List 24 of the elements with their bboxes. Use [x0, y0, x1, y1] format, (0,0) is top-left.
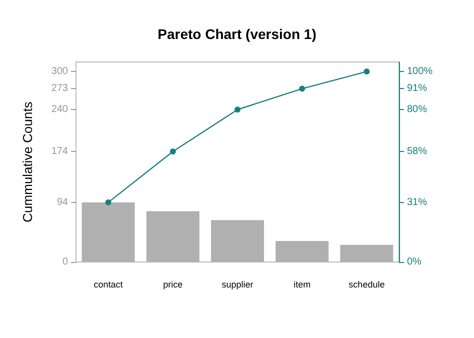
x-tick-label: item — [294, 280, 311, 290]
y2-tick-label: 0% — [407, 256, 422, 268]
point — [170, 148, 176, 155]
y2-tick-label: 58% — [407, 146, 428, 158]
y2-tick-label: 80% — [407, 104, 428, 116]
y-tick-label: 273 — [51, 83, 68, 94]
y2-tick-label: 91% — [407, 83, 428, 94]
y-tick-label: 0 — [62, 256, 68, 268]
x-tick-label: price — [163, 280, 183, 290]
point — [105, 199, 112, 206]
x-tick-label: supplier — [222, 280, 254, 290]
x-tick-label: contact — [94, 280, 124, 290]
y-tick-label: 240 — [51, 104, 68, 116]
point — [299, 86, 306, 92]
chart-title: Pareto Chart (version 1) — [158, 26, 316, 42]
y2-tick-label: 31% — [407, 196, 428, 208]
y-tick-label: 94 — [56, 196, 68, 208]
y2-tick-label: 100% — [407, 66, 433, 78]
y-tick-label: 300 — [51, 66, 68, 78]
point — [364, 68, 370, 75]
y-tick-label: 174 — [51, 146, 68, 158]
point — [234, 106, 240, 113]
y-axis-title: Cummulative Counts — [20, 101, 35, 222]
x-tick-label: schedule — [348, 280, 385, 290]
